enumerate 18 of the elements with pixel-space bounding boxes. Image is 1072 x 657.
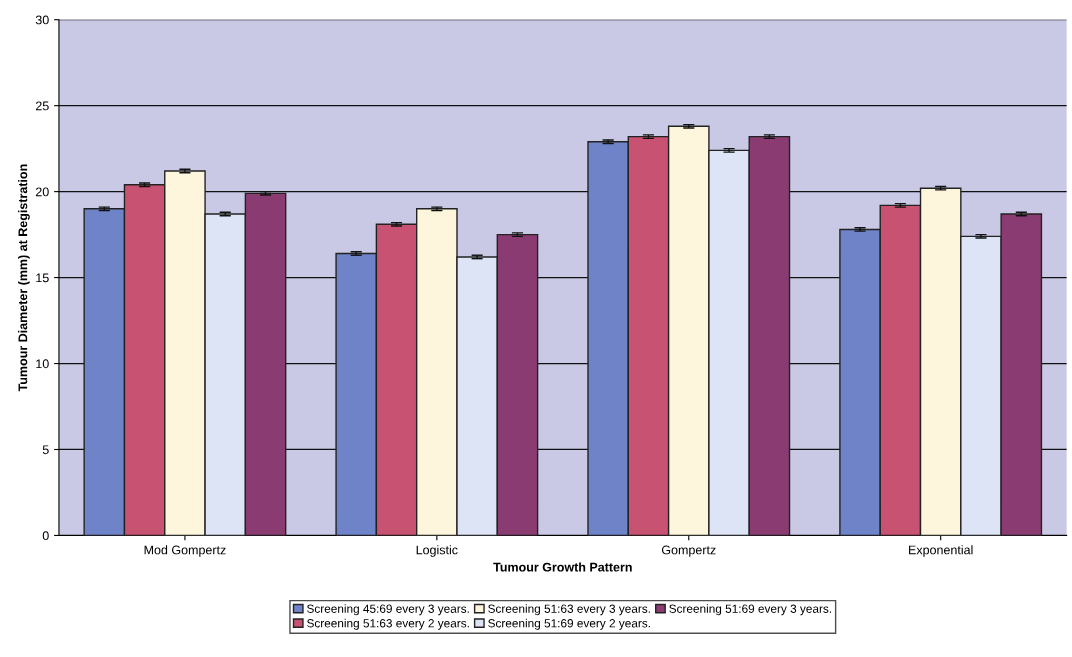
y-tick-label: 10 bbox=[36, 359, 49, 369]
legend-label: Screening 51:63 every 3 years. bbox=[488, 604, 650, 616]
legend-label: Screening 51:63 every 2 years. bbox=[307, 618, 469, 630]
y-tick-label: 20 bbox=[35, 187, 49, 197]
legend-label: Screening 45:69 every 3 years. bbox=[307, 604, 469, 616]
y-tick-label: 0 bbox=[42, 531, 49, 541]
y-tick-label: 30 bbox=[35, 15, 49, 25]
x-tick-label: Gompertz bbox=[661, 545, 716, 557]
y-tick-label: 25 bbox=[35, 101, 49, 111]
x-axis-title: Tumour Growth Pattern bbox=[493, 562, 632, 572]
x-tick-label: Logistic bbox=[416, 545, 458, 557]
y-axis-title: Tumour Diameter (mm) at Registration bbox=[18, 164, 30, 392]
legend-label: Screening 51:69 every 3 years. bbox=[669, 604, 832, 616]
y-tick-label: 15 bbox=[36, 273, 49, 283]
x-tick-label: Mod Gompertz bbox=[144, 545, 226, 557]
y-tick-label: 5 bbox=[42, 445, 49, 455]
legend-label: Screening 51:69 every 2 years. bbox=[488, 618, 650, 630]
x-tick-label: Exponential bbox=[909, 545, 973, 557]
